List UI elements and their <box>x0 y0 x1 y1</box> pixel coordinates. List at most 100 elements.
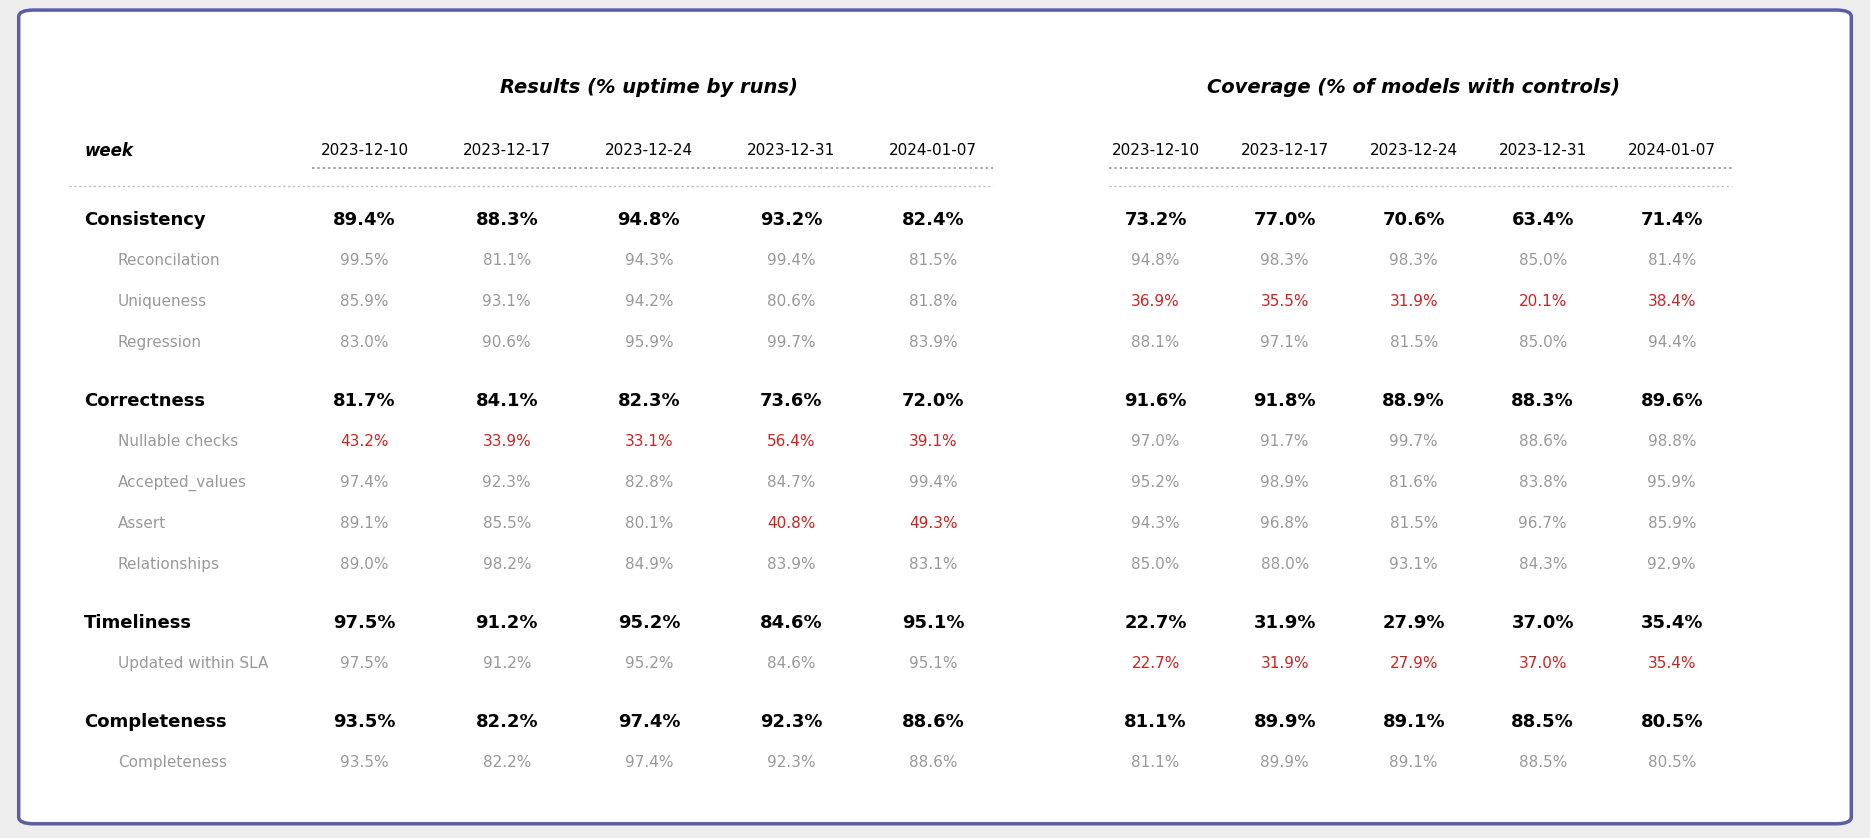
Text: 91.2%: 91.2% <box>475 613 539 632</box>
Text: 95.1%: 95.1% <box>909 656 957 671</box>
Text: 83.1%: 83.1% <box>909 557 957 572</box>
Text: 49.3%: 49.3% <box>909 516 957 531</box>
Text: 89.0%: 89.0% <box>340 557 389 572</box>
Text: 2023-12-31: 2023-12-31 <box>746 143 836 158</box>
Text: 31.9%: 31.9% <box>1253 613 1316 632</box>
Text: Results (% uptime by runs): Results (% uptime by runs) <box>499 79 798 97</box>
Text: 31.9%: 31.9% <box>1260 656 1309 671</box>
Text: 82.3%: 82.3% <box>617 391 681 410</box>
Text: 33.9%: 33.9% <box>482 434 531 449</box>
Text: 80.5%: 80.5% <box>1647 755 1696 770</box>
Text: 82.2%: 82.2% <box>482 755 531 770</box>
Text: 2024-01-07: 2024-01-07 <box>888 143 978 158</box>
Text: 89.6%: 89.6% <box>1640 391 1704 410</box>
Text: 2023-12-10: 2023-12-10 <box>320 143 410 158</box>
Text: 35.4%: 35.4% <box>1640 613 1704 632</box>
Text: 95.1%: 95.1% <box>901 613 965 632</box>
Text: 95.9%: 95.9% <box>1647 475 1696 490</box>
Text: 81.6%: 81.6% <box>1389 475 1438 490</box>
Text: 35.5%: 35.5% <box>1260 294 1309 309</box>
Text: 93.2%: 93.2% <box>759 210 823 229</box>
Text: 85.0%: 85.0% <box>1518 335 1567 350</box>
Text: Correctness: Correctness <box>84 391 206 410</box>
Text: 95.2%: 95.2% <box>1131 475 1180 490</box>
Text: 39.1%: 39.1% <box>909 434 957 449</box>
Text: 94.3%: 94.3% <box>1131 516 1180 531</box>
Text: 22.7%: 22.7% <box>1131 656 1180 671</box>
Text: 96.8%: 96.8% <box>1260 516 1309 531</box>
Text: 97.4%: 97.4% <box>625 755 673 770</box>
Text: 83.9%: 83.9% <box>909 335 957 350</box>
Text: 93.1%: 93.1% <box>482 294 531 309</box>
Text: 89.1%: 89.1% <box>1389 755 1438 770</box>
Text: 94.8%: 94.8% <box>617 210 681 229</box>
Text: 84.6%: 84.6% <box>767 656 815 671</box>
Text: 83.0%: 83.0% <box>340 335 389 350</box>
Text: 88.9%: 88.9% <box>1382 391 1446 410</box>
Text: 88.1%: 88.1% <box>1131 335 1180 350</box>
Text: 37.0%: 37.0% <box>1511 613 1575 632</box>
Text: 82.2%: 82.2% <box>475 712 539 731</box>
Text: 2023-12-24: 2023-12-24 <box>1369 143 1459 158</box>
Text: Reconcilation: Reconcilation <box>118 253 221 268</box>
Text: 89.4%: 89.4% <box>333 210 396 229</box>
Text: Relationships: Relationships <box>118 557 221 572</box>
Text: 99.7%: 99.7% <box>767 335 815 350</box>
Text: 99.4%: 99.4% <box>909 475 957 490</box>
Text: 92.3%: 92.3% <box>767 755 815 770</box>
Text: 73.6%: 73.6% <box>759 391 823 410</box>
Text: 88.3%: 88.3% <box>1511 391 1575 410</box>
Text: 81.7%: 81.7% <box>333 391 396 410</box>
Text: 84.9%: 84.9% <box>625 557 673 572</box>
Text: 71.4%: 71.4% <box>1640 210 1704 229</box>
Text: Uniqueness: Uniqueness <box>118 294 208 309</box>
Text: 99.7%: 99.7% <box>1389 434 1438 449</box>
Text: 92.3%: 92.3% <box>482 475 531 490</box>
Text: 81.4%: 81.4% <box>1647 253 1696 268</box>
Text: 77.0%: 77.0% <box>1253 210 1316 229</box>
Text: 81.1%: 81.1% <box>482 253 531 268</box>
Text: 73.2%: 73.2% <box>1124 210 1187 229</box>
Text: 81.5%: 81.5% <box>1389 516 1438 531</box>
Text: week: week <box>84 142 133 160</box>
Text: 90.6%: 90.6% <box>482 335 531 350</box>
Text: 91.6%: 91.6% <box>1124 391 1187 410</box>
Text: 88.6%: 88.6% <box>1518 434 1567 449</box>
Text: Nullable checks: Nullable checks <box>118 434 237 449</box>
Text: 82.8%: 82.8% <box>625 475 673 490</box>
Text: 94.3%: 94.3% <box>625 253 673 268</box>
Text: Timeliness: Timeliness <box>84 613 193 632</box>
Text: 88.0%: 88.0% <box>1260 557 1309 572</box>
Text: 40.8%: 40.8% <box>767 516 815 531</box>
Text: 81.1%: 81.1% <box>1124 712 1187 731</box>
Text: 83.8%: 83.8% <box>1518 475 1567 490</box>
Text: 2024-01-07: 2024-01-07 <box>1627 143 1717 158</box>
Text: 82.4%: 82.4% <box>901 210 965 229</box>
Text: 97.4%: 97.4% <box>617 712 681 731</box>
Text: 81.1%: 81.1% <box>1131 755 1180 770</box>
Text: Regression: Regression <box>118 335 202 350</box>
Text: 56.4%: 56.4% <box>767 434 815 449</box>
Text: 88.6%: 88.6% <box>909 755 957 770</box>
Text: Updated within SLA: Updated within SLA <box>118 656 267 671</box>
Text: 93.5%: 93.5% <box>340 755 389 770</box>
Text: 81.8%: 81.8% <box>909 294 957 309</box>
Text: 85.0%: 85.0% <box>1518 253 1567 268</box>
Text: 27.9%: 27.9% <box>1389 656 1438 671</box>
Text: Completeness: Completeness <box>118 755 226 770</box>
Text: 89.9%: 89.9% <box>1253 712 1316 731</box>
Text: 99.5%: 99.5% <box>340 253 389 268</box>
Text: 92.9%: 92.9% <box>1647 557 1696 572</box>
Text: Coverage (% of models with controls): Coverage (% of models with controls) <box>1208 79 1619 97</box>
Text: 95.2%: 95.2% <box>617 613 681 632</box>
Text: 88.3%: 88.3% <box>475 210 539 229</box>
Text: 88.6%: 88.6% <box>901 712 965 731</box>
Text: 89.1%: 89.1% <box>340 516 389 531</box>
Text: 81.5%: 81.5% <box>909 253 957 268</box>
Text: 93.5%: 93.5% <box>333 712 396 731</box>
Text: 91.8%: 91.8% <box>1253 391 1316 410</box>
Text: 97.4%: 97.4% <box>340 475 389 490</box>
Text: 83.9%: 83.9% <box>767 557 815 572</box>
Text: 80.6%: 80.6% <box>767 294 815 309</box>
Text: 97.5%: 97.5% <box>340 656 389 671</box>
